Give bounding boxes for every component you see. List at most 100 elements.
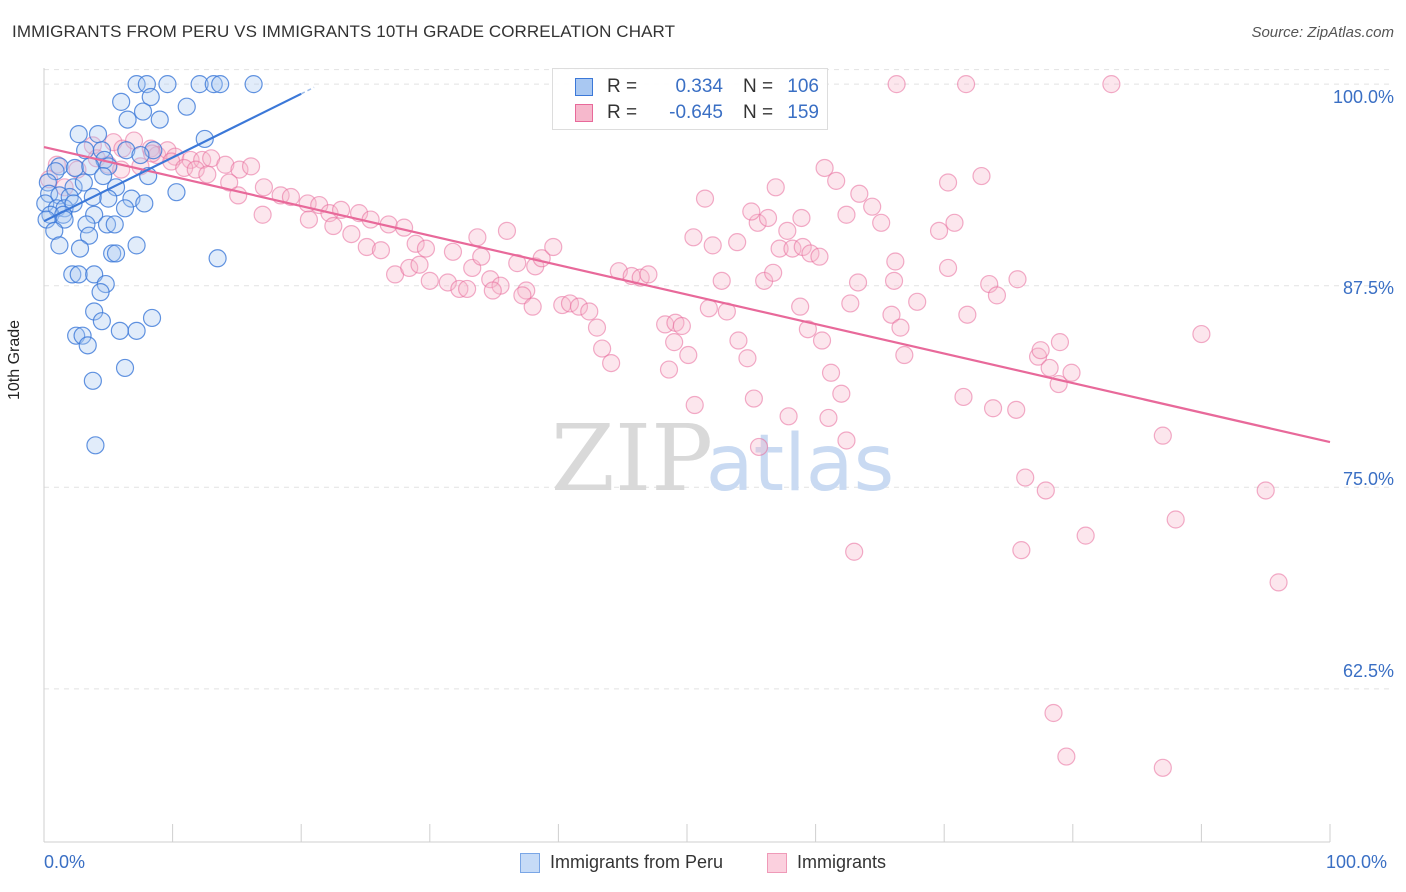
data-point-immigrants <box>766 178 785 197</box>
data-point-peru <box>65 158 84 178</box>
data-point-peru <box>86 436 105 455</box>
y-tick-label-75: 75.0% <box>1342 469 1394 489</box>
data-point-immigrants <box>954 387 973 407</box>
bottom-legend-item-immigrants: Immigrants <box>767 852 886 873</box>
data-point-peru <box>79 226 99 245</box>
data-point-peru <box>85 265 104 284</box>
data-point-peru <box>115 199 135 218</box>
data-point-peru <box>63 265 82 284</box>
data-point-peru <box>142 308 162 328</box>
data-point-immigrants <box>945 213 964 232</box>
data-point-peru <box>78 336 97 355</box>
data-point-immigrants <box>679 345 698 365</box>
source-label: Source: ZipAtlas.com <box>1251 24 1394 41</box>
data-point-immigrants <box>850 184 869 203</box>
legend-r-value: 0.334 <box>675 76 723 97</box>
data-point-immigrants <box>281 187 301 207</box>
data-point-immigrants <box>450 279 469 299</box>
data-point-immigrants <box>891 318 910 337</box>
legend-r-label: R = <box>607 76 638 97</box>
data-point-peru <box>73 326 92 345</box>
data-point-peru <box>64 178 83 197</box>
data-point-immigrants <box>837 431 856 450</box>
data-point-immigrants <box>1076 526 1095 545</box>
data-point-peru <box>135 194 154 213</box>
watermark-zip: ZIP <box>551 405 713 512</box>
data-point-immigrants <box>1007 400 1026 419</box>
data-point-immigrants <box>821 363 841 382</box>
data-point-immigrants <box>659 360 679 379</box>
data-point-peru <box>36 194 55 213</box>
data-point-immigrants <box>798 320 817 339</box>
data-point-immigrants <box>468 228 487 247</box>
data-point-immigrants <box>672 316 691 336</box>
data-point-immigrants <box>216 155 235 174</box>
data-point-peru <box>85 302 104 321</box>
data-point-peru <box>127 236 146 255</box>
data-point-immigrants <box>1057 747 1076 766</box>
data-point-immigrants <box>406 234 425 253</box>
data-point-immigrants <box>742 202 761 221</box>
data-point-immigrants <box>186 160 205 179</box>
data-point-immigrants <box>827 171 846 190</box>
legend-r-value: -0.645 <box>669 102 723 123</box>
data-point-immigrants <box>770 239 789 258</box>
data-point-immigrants <box>587 318 607 337</box>
data-point-immigrants <box>438 273 457 292</box>
y-tick-label-100: 100.0% <box>1332 87 1394 107</box>
data-point-immigrants <box>1153 758 1172 777</box>
data-point-peru <box>91 283 110 302</box>
data-point-immigrants <box>220 173 239 192</box>
data-point-immigrants <box>342 224 361 244</box>
data-point-immigrants <box>792 208 811 228</box>
data-point-immigrants <box>812 331 832 350</box>
data-point-immigrants <box>457 279 477 299</box>
data-point-immigrants <box>602 353 621 373</box>
stats-legend: R = 0.334 N = 106 R = -0.645 N = 159 <box>552 68 828 130</box>
bottom-legend-item-peru: Immigrants from Peru <box>519 852 723 873</box>
data-point-immigrants <box>872 213 891 232</box>
data-point-immigrants <box>938 173 958 192</box>
data-point-peru <box>118 110 137 129</box>
data-point-immigrants <box>958 305 977 324</box>
data-point-peru <box>110 321 129 340</box>
data-point-immigrants <box>1044 703 1063 723</box>
data-point-immigrants <box>819 408 838 428</box>
chart-title: IMMIGRANTS FROM PERU VS IMMIGRANTS 10TH … <box>12 22 676 41</box>
data-point-immigrants <box>523 297 542 316</box>
data-point-peru <box>127 321 146 340</box>
data-point-peru <box>92 312 111 331</box>
data-point-immigrants <box>764 263 783 282</box>
data-point-peru <box>177 97 196 116</box>
data-point-peru <box>150 110 169 129</box>
data-point-immigrants <box>1008 270 1027 289</box>
data-point-peru <box>50 236 69 255</box>
data-point-immigrants <box>357 237 376 257</box>
data-point-immigrants <box>837 205 856 224</box>
y-tick-label-87-5: 87.5% <box>1342 278 1394 298</box>
data-point-immigrants <box>443 242 463 261</box>
data-point-peru <box>115 358 135 378</box>
data-point-immigrants <box>1192 324 1211 344</box>
data-point-immigrants <box>728 233 747 252</box>
legend-row-peru: R = 0.334 N = 106 <box>575 76 819 98</box>
data-point-immigrants <box>198 165 217 184</box>
x-tick-label-max: 100.0% <box>1326 852 1388 872</box>
data-point-peru <box>88 125 108 144</box>
data-point-immigrants <box>882 305 901 324</box>
legend-n-label: N = <box>743 76 774 97</box>
data-point-immigrants <box>956 75 976 94</box>
data-point-peru <box>85 205 104 224</box>
data-point-immigrants <box>253 205 272 224</box>
data-point-immigrants <box>695 189 715 208</box>
legend-n-value: 159 <box>787 102 819 123</box>
data-point-immigrants <box>841 294 860 313</box>
data-point-immigrants <box>497 221 517 240</box>
data-point-immigrants <box>639 265 658 284</box>
legend-row-immigrants: R = -0.645 N = 159 <box>575 102 819 124</box>
watermark-atlas: atlas <box>706 419 895 509</box>
data-point-immigrants <box>929 221 949 240</box>
data-point-immigrants <box>410 255 429 274</box>
legend-n-label: N = <box>743 102 774 123</box>
data-point-immigrants <box>1012 541 1031 560</box>
